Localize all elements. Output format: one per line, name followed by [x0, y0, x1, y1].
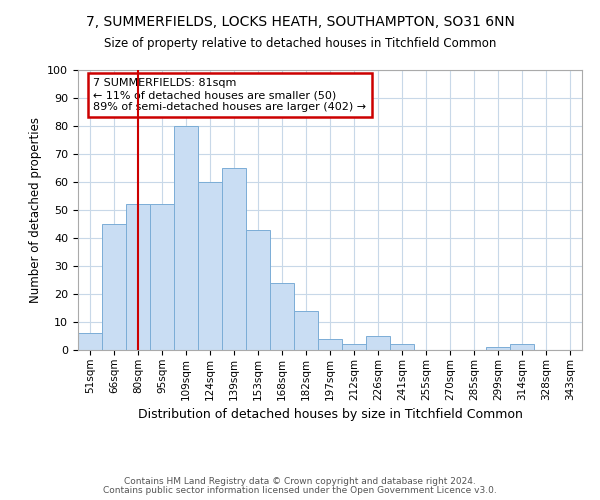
- Bar: [270, 283, 294, 350]
- Bar: [150, 204, 174, 350]
- Text: 7, SUMMERFIELDS, LOCKS HEATH, SOUTHAMPTON, SO31 6NN: 7, SUMMERFIELDS, LOCKS HEATH, SOUTHAMPTO…: [86, 15, 514, 29]
- Bar: [390, 344, 414, 350]
- Bar: [102, 224, 126, 350]
- X-axis label: Distribution of detached houses by size in Titchfield Common: Distribution of detached houses by size …: [137, 408, 523, 421]
- Bar: [486, 347, 510, 350]
- Text: Contains HM Land Registry data © Crown copyright and database right 2024.: Contains HM Land Registry data © Crown c…: [124, 477, 476, 486]
- Bar: [198, 182, 222, 350]
- Bar: [126, 204, 150, 350]
- Bar: [294, 311, 318, 350]
- Bar: [342, 344, 366, 350]
- Bar: [78, 333, 102, 350]
- Text: Size of property relative to detached houses in Titchfield Common: Size of property relative to detached ho…: [104, 38, 496, 51]
- Bar: [222, 168, 246, 350]
- Bar: [318, 339, 342, 350]
- Y-axis label: Number of detached properties: Number of detached properties: [29, 117, 42, 303]
- Bar: [246, 230, 270, 350]
- Bar: [366, 336, 390, 350]
- Bar: [174, 126, 198, 350]
- Text: Contains public sector information licensed under the Open Government Licence v3: Contains public sector information licen…: [103, 486, 497, 495]
- Text: 7 SUMMERFIELDS: 81sqm
← 11% of detached houses are smaller (50)
89% of semi-deta: 7 SUMMERFIELDS: 81sqm ← 11% of detached …: [93, 78, 366, 112]
- Bar: [510, 344, 534, 350]
